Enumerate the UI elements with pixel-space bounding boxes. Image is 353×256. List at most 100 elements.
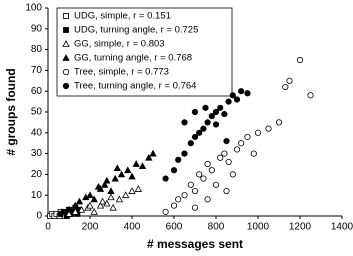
point xyxy=(77,205,86,213)
legend-label: GG, turning angle, r = 0.768 xyxy=(74,53,192,64)
point xyxy=(202,104,209,111)
point xyxy=(286,77,293,84)
point xyxy=(208,167,215,174)
point xyxy=(223,138,230,145)
point xyxy=(196,129,203,136)
legend-marker xyxy=(62,40,70,47)
point xyxy=(212,181,220,188)
x-tick-label: 1400 xyxy=(331,222,353,233)
legend-box xyxy=(56,7,233,97)
point xyxy=(86,201,94,209)
legend-marker xyxy=(62,82,70,90)
point xyxy=(175,196,182,203)
point xyxy=(200,125,207,132)
y-tick-label: 10 xyxy=(31,190,43,201)
point xyxy=(90,195,98,203)
point xyxy=(191,108,199,116)
point xyxy=(191,187,199,195)
point xyxy=(223,187,230,195)
point xyxy=(238,88,245,95)
point xyxy=(132,160,140,167)
point xyxy=(71,201,79,209)
y-tick-label: 60 xyxy=(31,86,43,97)
x-tick-label: 600 xyxy=(166,222,183,233)
x-tick-label: 1000 xyxy=(247,222,270,233)
point xyxy=(124,166,132,174)
point xyxy=(109,203,117,211)
point xyxy=(229,171,236,178)
x-axis-label: # messages sent xyxy=(147,237,243,251)
point xyxy=(90,208,98,215)
point xyxy=(65,210,73,217)
point xyxy=(162,208,169,215)
legend-label: GG, simple, r = 0.803 xyxy=(74,39,165,50)
point xyxy=(254,129,262,136)
point xyxy=(275,119,283,126)
legend-marker xyxy=(62,68,70,76)
point xyxy=(122,191,130,199)
x-tick-label: 400 xyxy=(124,222,141,233)
point xyxy=(229,92,236,99)
point xyxy=(181,119,188,126)
point xyxy=(101,180,109,188)
point xyxy=(162,175,169,182)
legend-label: Tree, simple, r = 0.773 xyxy=(74,67,169,78)
point xyxy=(145,153,153,161)
legend-marker xyxy=(63,27,69,33)
point xyxy=(181,150,188,157)
point xyxy=(282,83,289,91)
y-tick-label: 30 xyxy=(31,148,43,159)
point xyxy=(128,187,136,194)
point xyxy=(175,156,182,163)
point xyxy=(204,160,211,168)
point xyxy=(98,197,107,205)
point xyxy=(221,150,228,157)
y-tick-label: 20 xyxy=(31,169,43,180)
point xyxy=(96,201,105,209)
point xyxy=(115,195,124,203)
point xyxy=(134,185,142,192)
point xyxy=(221,110,228,118)
point xyxy=(65,205,73,213)
point xyxy=(181,192,188,199)
y-axis-label: # groups found xyxy=(4,68,18,155)
point xyxy=(212,108,220,116)
point xyxy=(265,125,272,132)
point xyxy=(71,208,79,215)
point xyxy=(217,104,224,111)
point xyxy=(233,96,241,103)
legend-label: Tree, turning angle, r = 0.764 xyxy=(74,81,196,92)
point xyxy=(187,140,194,147)
point xyxy=(138,162,147,169)
y-tick-label: 80 xyxy=(31,44,43,55)
legend-marker xyxy=(62,54,70,61)
point xyxy=(225,158,232,166)
point xyxy=(196,171,203,178)
point xyxy=(94,183,103,190)
legend-label: UDG, simple, r = 0.151 xyxy=(74,11,171,22)
y-tick-label: 0 xyxy=(36,211,42,222)
legend-label: UDG, turning angle, r = 0.725 xyxy=(74,25,198,36)
point xyxy=(250,150,257,157)
point xyxy=(200,175,207,182)
point xyxy=(296,56,304,64)
point xyxy=(86,191,94,199)
point xyxy=(238,140,245,147)
point xyxy=(103,176,111,184)
x-tick-label: 800 xyxy=(208,222,225,233)
point xyxy=(307,92,314,99)
y-tick-label: 40 xyxy=(31,127,43,138)
point xyxy=(244,133,251,141)
point xyxy=(233,146,241,153)
y-tick-label: 70 xyxy=(31,65,43,76)
x-tick-label: 0 xyxy=(45,222,51,233)
point xyxy=(111,174,119,182)
point xyxy=(191,133,199,141)
point xyxy=(107,187,115,194)
point xyxy=(208,113,215,120)
point xyxy=(204,196,211,203)
point xyxy=(149,149,157,157)
point xyxy=(191,204,199,211)
point xyxy=(117,170,126,178)
